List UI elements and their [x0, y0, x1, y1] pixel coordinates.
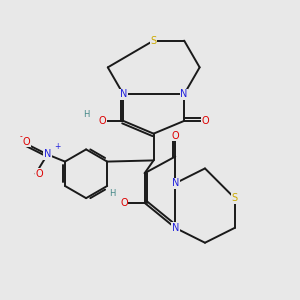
Text: O: O [35, 169, 43, 179]
Text: N: N [172, 223, 179, 233]
Text: S: S [232, 193, 238, 203]
Text: +: + [54, 142, 60, 151]
Text: H: H [109, 190, 115, 199]
Text: N: N [44, 149, 51, 160]
Text: N: N [181, 89, 188, 99]
Text: N: N [172, 178, 179, 188]
Text: N: N [120, 89, 127, 99]
Text: -: - [20, 132, 23, 141]
Text: H: H [83, 110, 89, 119]
Text: O: O [120, 198, 128, 208]
Text: O: O [23, 137, 31, 147]
Text: O: O [201, 116, 209, 126]
Text: S: S [151, 36, 157, 46]
Text: O: O [99, 116, 106, 126]
Text: O: O [172, 131, 179, 141]
